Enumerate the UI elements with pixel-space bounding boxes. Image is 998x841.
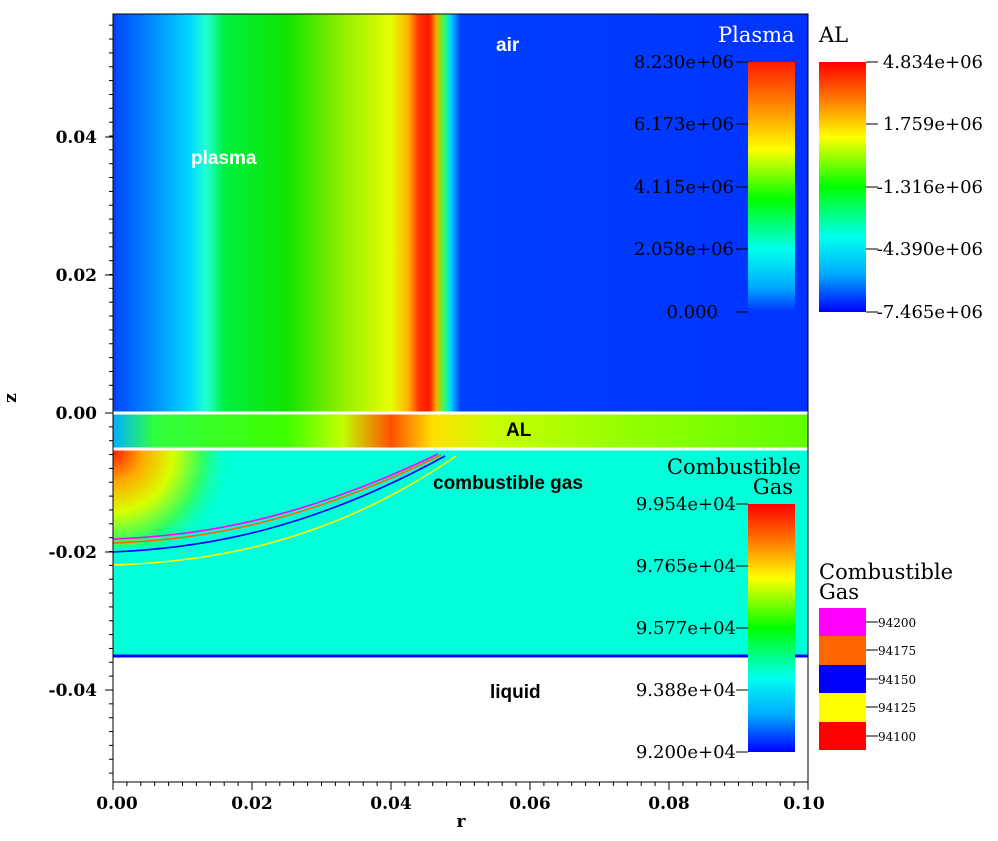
colorbar-al-bar (819, 62, 866, 312)
combustible-gas-hot-zone (113, 448, 443, 548)
x-axis-label: r (457, 812, 467, 832)
colorbar-plasma-tick-label: 4.115e+06 (634, 177, 734, 198)
region-label-plasma: plasma (191, 148, 257, 169)
colorbar-al-tick-label: -7.465e+06 (877, 302, 983, 323)
colorbar-al-tick-label: -4.390e+06 (877, 239, 983, 260)
x-minor-ticks (126, 782, 795, 786)
contour-legend-label: 94200 (878, 616, 916, 630)
colorbar-al-tick-label: 1.759e+06 (883, 114, 983, 135)
colorbar-gas-ticks: 9.954e+04 9.765e+04 9.577e+04 9.388e+04 … (636, 494, 748, 763)
contour-94150 (112, 455, 446, 553)
region-label-al: AL (506, 420, 532, 441)
colorbar-gas-tick-label: 9.388e+04 (636, 680, 736, 701)
region-label-air: air (496, 35, 520, 56)
contour-94125 (112, 455, 457, 566)
x-tick-label: 0.06 (509, 794, 550, 814)
x-tick-label: 0.08 (648, 794, 689, 814)
colorbar-gas-tick-label: 9.954e+04 (636, 494, 736, 515)
colorbar-gas-tick-label: 9.200e+04 (636, 742, 736, 763)
colorbar-gas-bar (748, 504, 795, 752)
x-tick-label: 0.04 (370, 794, 412, 814)
colorbar-plasma-tick-label: 6.173e+06 (634, 114, 734, 135)
colorbar-al-tick-label: -1.316e+06 (877, 177, 983, 198)
colorbar-plasma-ticks: 8.230e+06 6.173e+06 4.115e+06 2.058e+06 … (634, 52, 748, 323)
x-tick-label: 0.00 (96, 794, 138, 814)
contour-legend-swatch (819, 693, 866, 722)
contour-legend-label: 94125 (878, 701, 916, 715)
colorbar-al-title: AL (818, 23, 848, 47)
colorbar-combustible-gas: Combustible Gas 9.954e+04 9.765e+04 9.57… (636, 455, 801, 763)
contour-legend-entry: 94200 (819, 608, 916, 636)
colorbar-plasma-tick-label: 0.000 (666, 302, 718, 323)
y-tick-label: 0.00 (56, 404, 98, 424)
contour-legend: Combustible Gas 94200 94175 94150 94125 … (819, 560, 953, 750)
y-tick-label: 0.02 (56, 266, 97, 286)
contour-legend-swatch (819, 608, 866, 636)
field-map: air plasma AL combustible gas liquid (112, 14, 808, 782)
contour-legend-label: 94100 (878, 730, 916, 744)
contour-legend-label: 94150 (878, 673, 916, 687)
colorbar-plasma-bar (748, 62, 795, 312)
region-label-combustible-gas: combustible gas (433, 473, 583, 494)
colorbar-al-ticks: 4.834e+06 1.759e+06 -1.316e+06 -4.390e+0… (866, 52, 983, 323)
contour-legend-title: Combustible (819, 560, 953, 584)
contour-legend-entry: 94175 (819, 636, 916, 665)
al-region (113, 413, 808, 448)
colorbar-plasma: Plasma 8.230e+06 6.173e+06 4.115e+06 2.0… (634, 23, 795, 323)
y-tick-label: -0.04 (49, 681, 98, 701)
plasma-region (113, 14, 808, 413)
x-tick-label: 0.02 (231, 794, 272, 814)
colorbar-plasma-tick-label: 2.058e+06 (634, 239, 734, 260)
colorbar-gas-tick-label: 9.765e+04 (636, 556, 736, 577)
contour-94200 (112, 453, 439, 540)
x-tick-label: 0.10 (783, 794, 825, 814)
colorbar-plasma-tick-label: 8.230e+06 (634, 52, 734, 73)
contour-legend-entry: 94150 (819, 665, 916, 693)
colorbar-gas-tick-label: 9.577e+04 (636, 618, 736, 639)
contour-94175 (112, 454, 442, 544)
colorbar-gas-title-line2: Gas (753, 475, 793, 499)
contour-legend-entry: 94125 (819, 693, 916, 722)
contour-legend-swatch (819, 665, 866, 693)
colorbar-al-tick-label: 4.834e+06 (883, 52, 983, 73)
colorbar-al: AL 4.834e+06 1.759e+06 -1.316e+06 -4.390… (818, 23, 983, 323)
contour-legend-title-line2: Gas (819, 580, 859, 604)
colorbar-gas-title: Combustible (667, 455, 801, 479)
liquid-region (113, 656, 808, 782)
y-axis-label: z (1, 393, 21, 403)
contour-legend-entry: 94100 (819, 722, 916, 750)
x-axis: 0.00 0.02 0.04 0.06 0.08 0.10 r (96, 782, 825, 832)
y-axis: 0.04 0.02 0.00 -0.02 -0.04 z (1, 128, 113, 701)
region-label-liquid: liquid (490, 682, 541, 703)
contour-legend-label: 94175 (878, 644, 916, 658)
contour-legend-swatch (819, 722, 866, 750)
contour-legend-swatch (819, 636, 866, 665)
y-tick-label: -0.02 (49, 543, 97, 563)
y-tick-label: 0.04 (56, 128, 98, 148)
colorbar-plasma-title: Plasma (718, 23, 795, 47)
